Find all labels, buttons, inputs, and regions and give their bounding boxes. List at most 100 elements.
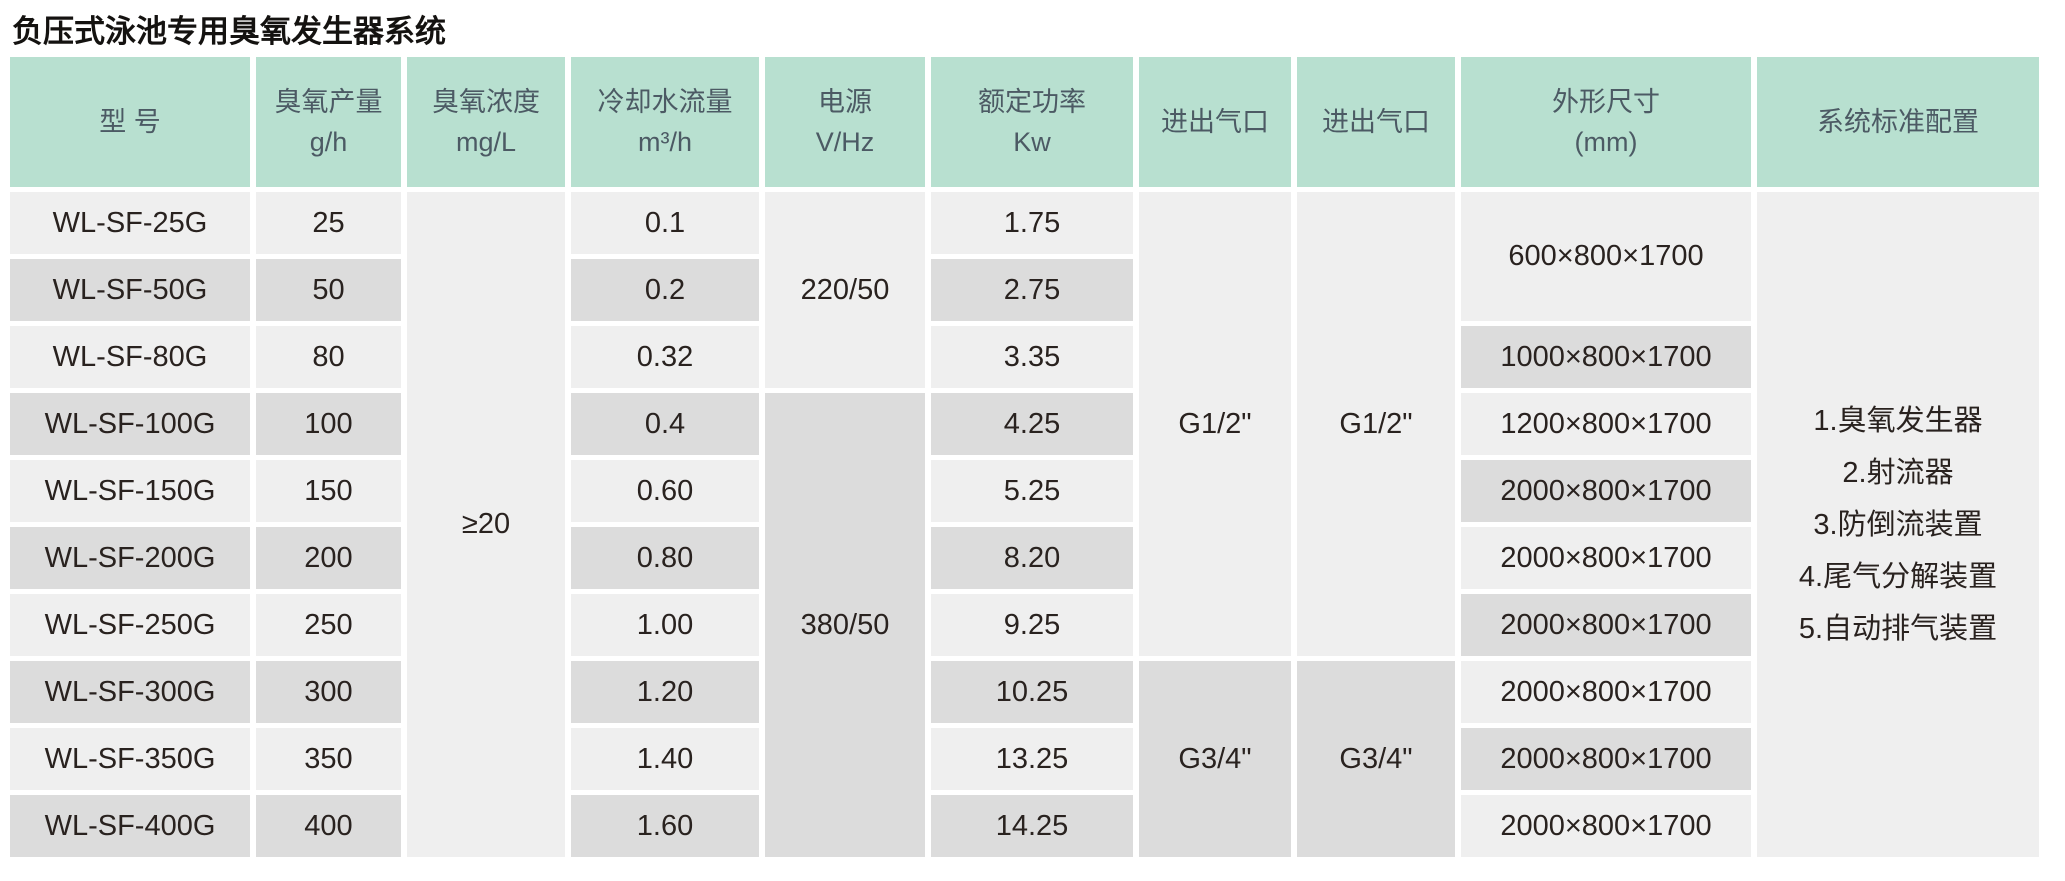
rated-power-cell: 1.75	[931, 192, 1133, 254]
gas-port-2-cell: G1/2"	[1297, 192, 1455, 656]
table-row: WL-SF-250G 250 1.00 9.25 2000×800×1700	[10, 594, 2039, 656]
col-header-ozone-output-label: 臭氧产量	[274, 87, 383, 117]
rated-power-cell: 2.75	[931, 259, 1133, 321]
col-header-power-supply-unit: V/Hz	[815, 127, 875, 157]
col-header-ozone-output: 臭氧产量 g/h	[256, 57, 401, 187]
power-supply-cell: 380/50	[765, 393, 925, 857]
model-cell: WL-SF-50G	[10, 259, 250, 321]
cooling-water-cell: 1.40	[571, 728, 759, 790]
config-item: 3.防倒流装置	[1813, 508, 1983, 541]
model-cell: WL-SF-350G	[10, 728, 250, 790]
col-header-ozone-output-unit: g/h	[309, 127, 348, 157]
power-supply-cell: 220/50	[765, 192, 925, 388]
dimensions-cell: 2000×800×1700	[1461, 460, 1751, 522]
dimensions-cell: 1200×800×1700	[1461, 393, 1751, 455]
rated-power-cell: 3.35	[931, 326, 1133, 388]
dimensions-cell: 600×800×1700	[1461, 192, 1751, 321]
table-row: WL-SF-80G 80 0.32 3.35 1000×800×1700	[10, 326, 2039, 388]
ozone-output-cell: 80	[256, 326, 401, 388]
config-item: 4.尾气分解装置	[1798, 560, 1998, 593]
col-header-cooling-water-label: 冷却水流量	[597, 87, 733, 117]
col-header-gas-port-1: 进出气口	[1139, 57, 1291, 187]
spec-table: 型 号 臭氧产量 g/h 臭氧浓度 mg/L 冷却水流量 m³/h 电源 V/Hz 额定…	[4, 52, 2045, 862]
cooling-water-cell: 0.1	[571, 192, 759, 254]
cooling-water-cell: 1.20	[571, 661, 759, 723]
page-title: 负压式泳池专用臭氧发生器系统	[12, 14, 446, 49]
model-cell: WL-SF-150G	[10, 460, 250, 522]
cooling-water-cell: 0.4	[571, 393, 759, 455]
col-header-gas-port-2-label: 进出气口	[1322, 107, 1430, 137]
ozone-output-cell: 200	[256, 527, 401, 589]
table-row: WL-SF-100G 100 0.4 380/50 4.25 1200×800×…	[10, 393, 2039, 857]
dimensions-cell: 2000×800×1700	[1461, 594, 1751, 656]
col-header-rated-power-unit: Kw	[1013, 127, 1051, 157]
table-row: WL-SF-350G 350 1.40 13.25 2000×800×1700	[10, 728, 2039, 790]
col-header-gas-port-2: 进出气口	[1297, 57, 1455, 187]
col-header-cooling-water-unit: m³/h	[638, 127, 692, 157]
cooling-water-cell: 0.80	[571, 527, 759, 589]
col-header-gas-port-1-label: 进出气口	[1161, 107, 1269, 137]
rated-power-cell: 14.25	[931, 795, 1133, 857]
cooling-water-cell: 1.60	[571, 795, 759, 857]
model-cell: WL-SF-250G	[10, 594, 250, 656]
gas-port-2-cell: G3/4"	[1297, 661, 1455, 857]
config-item: 2.射流器	[1842, 456, 1954, 489]
config-item: 1.臭氧发生器	[1813, 404, 1983, 437]
col-header-model-label: 型 号	[99, 107, 161, 137]
rated-power-cell: 5.25	[931, 460, 1133, 522]
col-header-dimensions: 外形尺寸 (mm)	[1461, 57, 1751, 187]
col-header-dimensions-unit: (mm)	[1574, 127, 1638, 157]
ozone-output-cell: 100	[256, 393, 401, 455]
col-header-rated-power: 额定功率 Kw	[931, 57, 1133, 187]
ozone-output-cell: 400	[256, 795, 401, 857]
model-cell: WL-SF-400G	[10, 795, 250, 857]
cooling-water-cell: 0.32	[571, 326, 759, 388]
dimensions-cell: 2000×800×1700	[1461, 527, 1751, 589]
col-header-model: 型 号	[10, 57, 250, 187]
rated-power-cell: 8.20	[931, 527, 1133, 589]
gas-port-1-cell: G3/4"	[1139, 661, 1291, 857]
cooling-water-cell: 0.60	[571, 460, 759, 522]
dimensions-cell: 2000×800×1700	[1461, 661, 1751, 723]
model-cell: WL-SF-80G	[10, 326, 250, 388]
dimensions-cell: 1000×800×1700	[1461, 326, 1751, 388]
col-header-dimensions-label: 外形尺寸	[1552, 87, 1660, 117]
table-row: WL-SF-200G 200 0.80 8.20 2000×800×1700	[10, 527, 2039, 589]
ozone-output-cell: 350	[256, 728, 401, 790]
col-header-power-supply-label: 电源	[818, 87, 872, 117]
col-header-cooling-water: 冷却水流量 m³/h	[571, 57, 759, 187]
table-row: WL-SF-150G 150 0.60 5.25 2000×800×1700	[10, 460, 2039, 522]
rated-power-cell: 10.25	[931, 661, 1133, 723]
cooling-water-cell: 0.2	[571, 259, 759, 321]
rated-power-cell: 4.25	[931, 393, 1133, 455]
table-row: WL-SF-50G 50 0.2 2.75	[10, 259, 2039, 321]
dimensions-cell: 2000×800×1700	[1461, 795, 1751, 857]
ozone-output-cell: 300	[256, 661, 401, 723]
header-row: 型 号 臭氧产量 g/h 臭氧浓度 mg/L 冷却水流量 m³/h 电源 V/Hz 额定…	[10, 57, 2039, 187]
cooling-water-cell: 1.00	[571, 594, 759, 656]
dimensions-cell: 2000×800×1700	[1461, 728, 1751, 790]
ozone-output-cell: 25	[256, 192, 401, 254]
model-cell: WL-SF-100G	[10, 393, 250, 455]
config-item: 5.自动排气装置	[1798, 612, 1998, 645]
col-header-rated-power-label: 额定功率	[978, 87, 1086, 117]
rated-power-cell: 13.25	[931, 728, 1133, 790]
model-cell: WL-SF-200G	[10, 527, 250, 589]
col-header-ozone-concentration-unit: mg/L	[455, 127, 517, 157]
model-cell: WL-SF-25G	[10, 192, 250, 254]
ozone-concentration-cell: ≥20	[407, 192, 565, 857]
system-config-cell: 1.臭氧发生器 2.射流器 3.防倒流装置 4.尾气分解装置 5.自动排气装置	[1757, 192, 2039, 857]
col-header-ozone-concentration-label: 臭氧浓度	[432, 87, 540, 117]
col-header-system-config: 系统标准配置	[1757, 57, 2039, 187]
col-header-ozone-concentration: 臭氧浓度 mg/L	[407, 57, 565, 187]
rated-power-cell: 9.25	[931, 594, 1133, 656]
gas-port-1-cell: G1/2"	[1139, 192, 1291, 656]
ozone-output-cell: 250	[256, 594, 401, 656]
model-cell: WL-SF-300G	[10, 661, 250, 723]
table-row: WL-SF-300G 300 1.20 10.25 G3/4" G3/4" 20…	[10, 661, 2039, 857]
table-row: WL-SF-400G 400 1.60 14.25 2000×800×1700	[10, 795, 2039, 857]
ozone-output-cell: 50	[256, 259, 401, 321]
table-row: WL-SF-25G 25 ≥20 0.1 220/50 1.75 G1/2" G…	[10, 192, 2039, 857]
col-header-system-config-label: 系统标准配置	[1817, 107, 1979, 137]
ozone-output-cell: 150	[256, 460, 401, 522]
